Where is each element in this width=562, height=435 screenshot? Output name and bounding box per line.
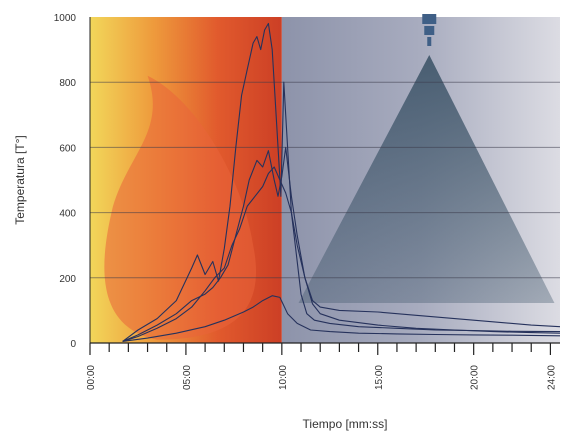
- series-line-3: [122, 166, 561, 342]
- x-tick-label: 00:00: [86, 365, 97, 390]
- x-tick-label: 20:00: [470, 365, 481, 390]
- x-tick-label: 05:00: [182, 365, 193, 390]
- y-tick-label: 1000: [54, 13, 77, 24]
- y-tick-label: 800: [59, 78, 76, 89]
- spray-cone-shape: [298, 55, 555, 303]
- y-tick-label: 0: [70, 339, 76, 350]
- x-axis-title: Tiempo [mm:ss]: [303, 417, 388, 431]
- series-line-1: [122, 22, 561, 342]
- sprinkler-nozzle-icon: [422, 14, 437, 46]
- x-tick-label: 15:00: [374, 365, 385, 390]
- series-line-4: [122, 295, 561, 342]
- series-line-2: [122, 146, 561, 342]
- x-tick-label: 24:00: [546, 365, 557, 390]
- y-tick-label: 400: [59, 209, 76, 220]
- x-tick-label: 10:00: [278, 365, 289, 390]
- y-tick-label: 200: [59, 274, 76, 285]
- y-tick-label: 600: [59, 143, 76, 154]
- y-axis-title: Temperatura [T°]: [13, 135, 27, 225]
